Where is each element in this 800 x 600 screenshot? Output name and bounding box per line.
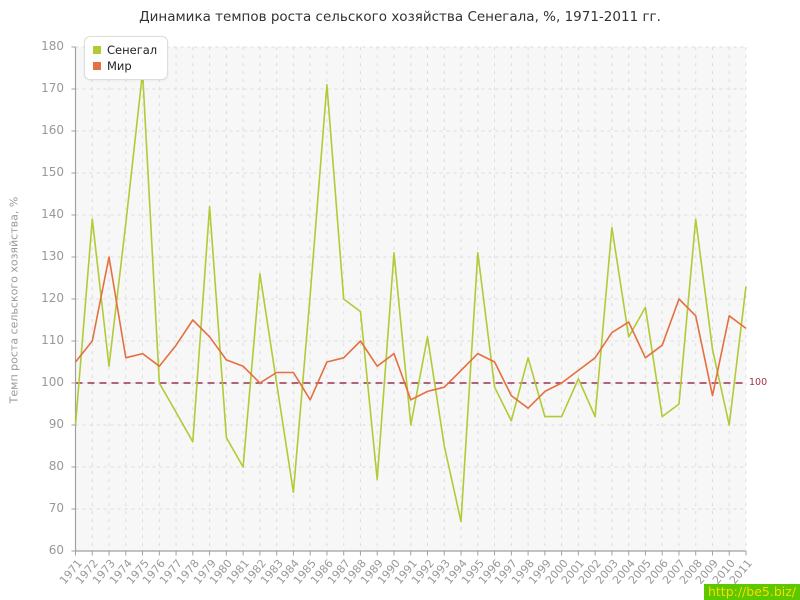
y-tick-label: 80 (48, 459, 64, 473)
legend-item-world: Мир (93, 58, 157, 74)
senegal-series-line (74, 71, 747, 523)
y-tick-label: 160 (41, 123, 64, 137)
senegal-swatch-icon (93, 46, 101, 54)
y-tick-label: 110 (41, 333, 64, 347)
y-tick-label: 130 (41, 249, 64, 263)
legend: Сенегал Мир (84, 36, 169, 80)
legend-label-senegal: Сенегал (107, 43, 158, 57)
chart-title: Динамика темпов роста сельского хозяйств… (139, 9, 661, 25)
y-tick-label: 60 (48, 543, 64, 557)
y-tick-label: 100 (41, 375, 64, 389)
world-series-line (74, 256, 747, 410)
watermark-link[interactable]: http://be5.biz/ (703, 584, 800, 600)
y-tick-label: 150 (41, 165, 64, 179)
y-tick-label: 70 (48, 501, 64, 515)
y-tick-label: 170 (41, 81, 64, 95)
y-tick-label: 180 (41, 39, 64, 53)
legend-label-world: Мир (107, 59, 132, 73)
y-tick-label: 90 (48, 417, 64, 431)
legend-item-senegal: Сенегал (93, 42, 157, 58)
refline-value-label: 100 (749, 377, 768, 388)
y-tick-label: 140 (41, 207, 64, 221)
plot-background (75, 47, 746, 551)
world-swatch-icon (93, 62, 101, 70)
y-tick-label: 120 (41, 291, 64, 305)
